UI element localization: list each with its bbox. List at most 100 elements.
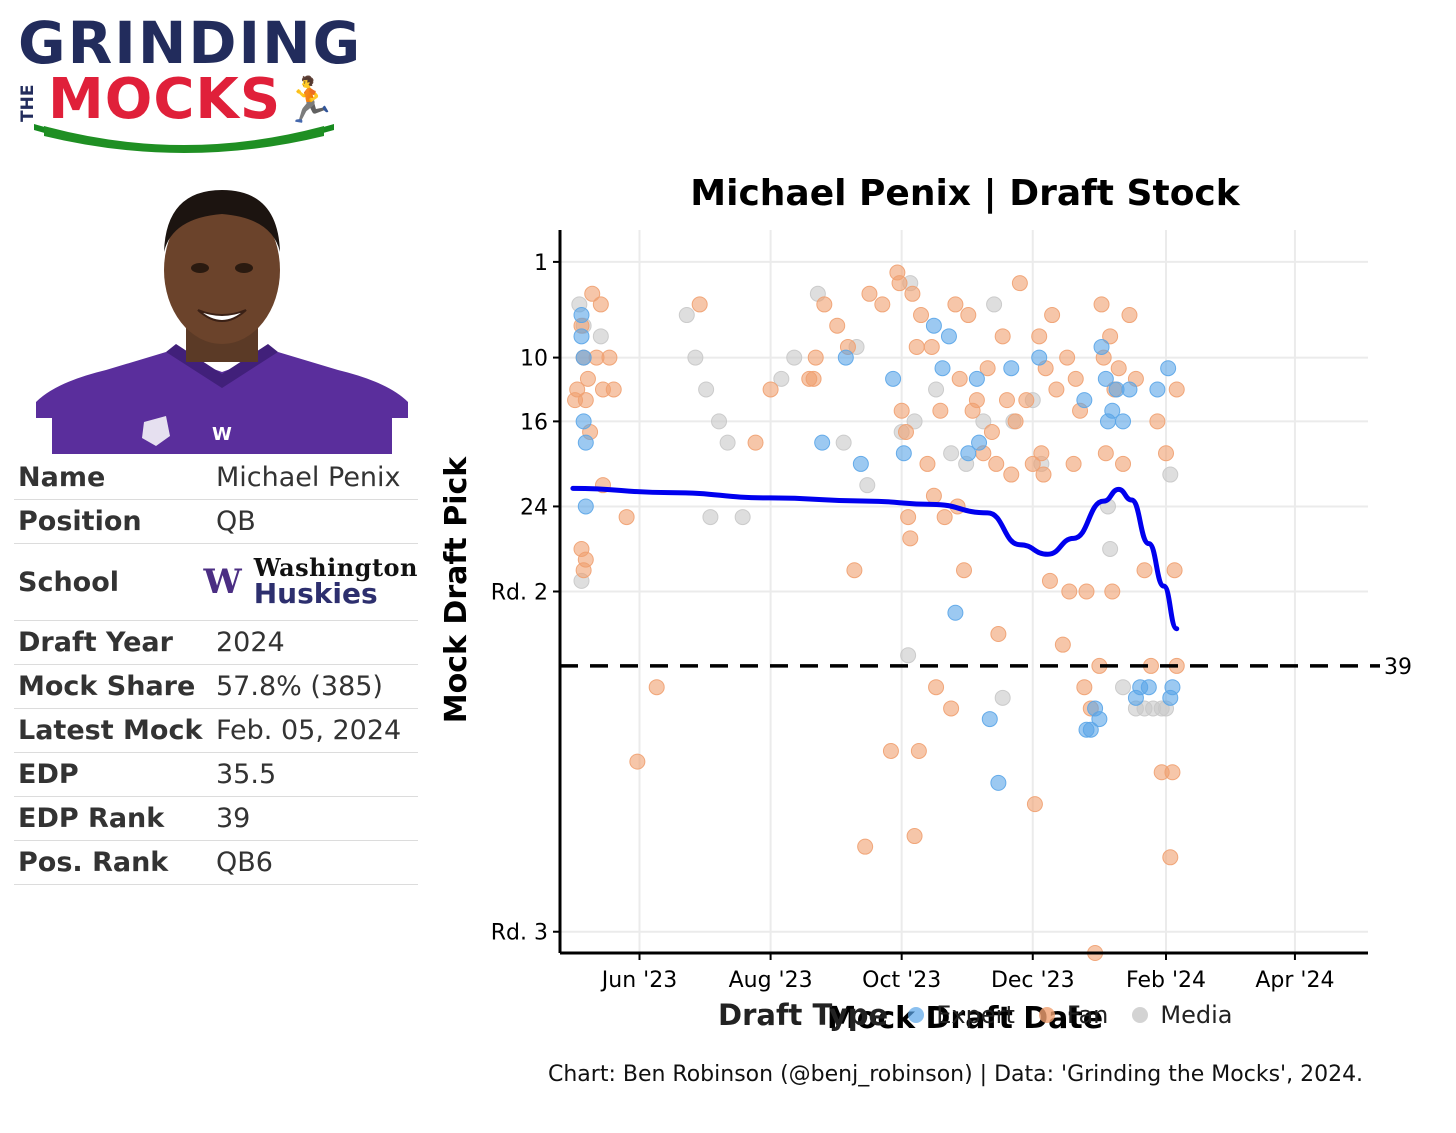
point-expert (1160, 360, 1177, 377)
point-media (719, 434, 736, 451)
x-tick-label: Jun '23 (600, 968, 677, 993)
point-media (592, 328, 609, 345)
info-row-school: School W Washington Huskies (14, 544, 418, 621)
point-media (711, 413, 728, 430)
info-label: Pos. Rank (18, 847, 169, 878)
point-expert (1115, 413, 1132, 430)
legend-dot-fan (1038, 1007, 1055, 1023)
point-expert (1140, 679, 1157, 696)
y-tick-label: 24 (520, 495, 548, 520)
point-fan (998, 392, 1015, 409)
point-expert (814, 434, 831, 451)
info-value: QB (216, 506, 256, 537)
point-media (975, 413, 992, 430)
logo-the: THE (18, 84, 38, 122)
trend-line (570, 485, 1180, 632)
point-fan (928, 679, 945, 696)
point-fan (1065, 455, 1082, 472)
y-tick-label: Rd. 3 (491, 921, 548, 946)
point-fan (584, 285, 601, 302)
info-row-edp: EDP 35.5 (14, 753, 418, 797)
school-name: Washington (253, 553, 418, 582)
x-tick-label: Oct '23 (862, 968, 941, 993)
point-fan (569, 381, 586, 398)
info-label: Draft Year (18, 627, 173, 658)
point-fan (1093, 296, 1110, 313)
info-row-edp-rank: EDP Rank 39 (14, 797, 418, 841)
point-fan (1061, 583, 1078, 600)
grinding-the-mocks-logo: GRINDING THE MOCKS 🏃 (14, 12, 360, 162)
player-photo: W (36, 182, 408, 454)
point-media (900, 647, 917, 664)
point-fan (900, 509, 917, 526)
legend-item-fan: Fan (1038, 1001, 1109, 1029)
info-value: 35.5 (216, 759, 277, 790)
point-fan (1149, 413, 1166, 430)
point-fan (1059, 349, 1076, 366)
point-media (928, 381, 945, 398)
point-media (859, 477, 876, 494)
point-fan (1097, 445, 1114, 462)
field-icon (34, 124, 334, 153)
info-label: EDP (18, 759, 79, 790)
info-label: Name (18, 462, 106, 493)
point-fan (1026, 796, 1043, 813)
point-fan (919, 455, 936, 472)
point-expert (852, 455, 869, 472)
point-expert (1104, 402, 1121, 419)
info-value: QB6 (216, 847, 273, 878)
point-expert (1076, 392, 1093, 409)
point-expert (981, 711, 998, 728)
point-fan (816, 296, 833, 313)
point-fan (629, 753, 646, 770)
point-fan (1078, 583, 1095, 600)
point-fan (893, 402, 910, 419)
info-row-latest-mock: Latest Mock Feb. 05, 2024 (14, 709, 418, 753)
point-expert (837, 349, 854, 366)
point-fan (988, 455, 1005, 472)
x-tick-label: Aug '23 (729, 968, 813, 993)
info-label: School (18, 566, 120, 598)
point-fan (951, 370, 968, 387)
info-row-mock-share: Mock Share 57.8% (385) (14, 665, 418, 709)
x-axis-label: Mock Draft Date (827, 1001, 1103, 1036)
point-fan (968, 392, 985, 409)
point-expert (925, 317, 942, 334)
point-fan (857, 838, 874, 855)
point-expert (947, 604, 964, 621)
point-fan (908, 338, 925, 355)
point-media (943, 445, 960, 462)
point-expert (960, 445, 977, 462)
point-fan (925, 487, 942, 504)
info-label: Mock Share (18, 671, 196, 702)
point-fan (910, 742, 927, 759)
svg-text:W: W (212, 424, 232, 445)
info-value: 2024 (216, 627, 285, 658)
info-label: EDP Rank (18, 803, 165, 834)
point-media (734, 509, 751, 526)
point-expert (968, 370, 985, 387)
point-fan (691, 296, 708, 313)
point-fan (577, 392, 594, 409)
point-expert (934, 360, 951, 377)
logo-grinding: GRINDING (18, 9, 363, 77)
info-label: Position (18, 506, 142, 537)
point-media (835, 434, 852, 451)
point-fan (1164, 764, 1181, 781)
point-fan (1011, 275, 1028, 292)
chart-reference-line: 39 (560, 655, 1412, 680)
point-fan (601, 349, 618, 366)
point-expert (971, 434, 988, 451)
point-fan (1102, 328, 1119, 345)
x-tick-label: Dec '23 (991, 968, 1075, 993)
point-fan (1031, 328, 1048, 345)
legend-label: Fan (1066, 1001, 1109, 1029)
point-expert (577, 434, 594, 451)
point-fan (807, 349, 824, 366)
y-tick-label: 16 (520, 410, 548, 435)
point-fan (1024, 455, 1041, 472)
point-fan (846, 562, 863, 579)
point-expert (885, 370, 902, 387)
school-mascot: Huskies (253, 577, 378, 610)
point-fan (1044, 307, 1061, 324)
